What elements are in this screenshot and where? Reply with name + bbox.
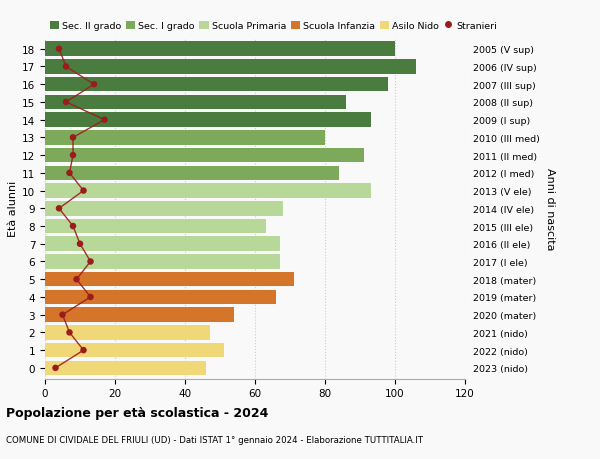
Bar <box>45 202 283 216</box>
Bar <box>45 272 293 287</box>
Point <box>65 329 74 336</box>
Bar <box>45 361 206 375</box>
Bar <box>45 42 395 57</box>
Point <box>68 134 78 142</box>
Bar <box>45 255 280 269</box>
Legend: Sec. II grado, Sec. I grado, Scuola Primaria, Scuola Infanzia, Asilo Nido, Stran: Sec. II grado, Sec. I grado, Scuola Prim… <box>50 22 497 31</box>
Bar <box>45 237 280 252</box>
Text: COMUNE DI CIVIDALE DEL FRIULI (UD) - Dati ISTAT 1° gennaio 2024 - Elaborazione T: COMUNE DI CIVIDALE DEL FRIULI (UD) - Dat… <box>6 435 423 444</box>
Point <box>86 258 95 266</box>
Point <box>54 46 64 53</box>
Point <box>61 64 71 71</box>
Bar <box>45 95 346 110</box>
Point <box>51 364 60 372</box>
Point <box>61 99 71 106</box>
Point <box>79 187 88 195</box>
Point <box>86 294 95 301</box>
Bar <box>45 113 371 128</box>
Point <box>68 223 78 230</box>
Point <box>75 241 85 248</box>
Bar <box>45 60 416 74</box>
Point <box>72 276 82 283</box>
Y-axis label: Età alunni: Età alunni <box>8 181 18 237</box>
Bar <box>45 78 388 92</box>
Point <box>89 81 99 89</box>
Point <box>54 205 64 213</box>
Bar <box>45 219 265 234</box>
Point <box>65 170 74 177</box>
Point <box>100 117 109 124</box>
Bar <box>45 166 339 181</box>
Bar <box>45 149 364 163</box>
Bar <box>45 325 209 340</box>
Bar <box>45 184 371 198</box>
Bar <box>45 131 325 146</box>
Point <box>58 311 67 319</box>
Text: Popolazione per età scolastica - 2024: Popolazione per età scolastica - 2024 <box>6 406 268 419</box>
Bar <box>45 343 223 358</box>
Y-axis label: Anni di nascita: Anni di nascita <box>545 168 555 250</box>
Bar <box>45 308 234 322</box>
Point <box>68 152 78 159</box>
Bar <box>45 290 276 305</box>
Point <box>79 347 88 354</box>
